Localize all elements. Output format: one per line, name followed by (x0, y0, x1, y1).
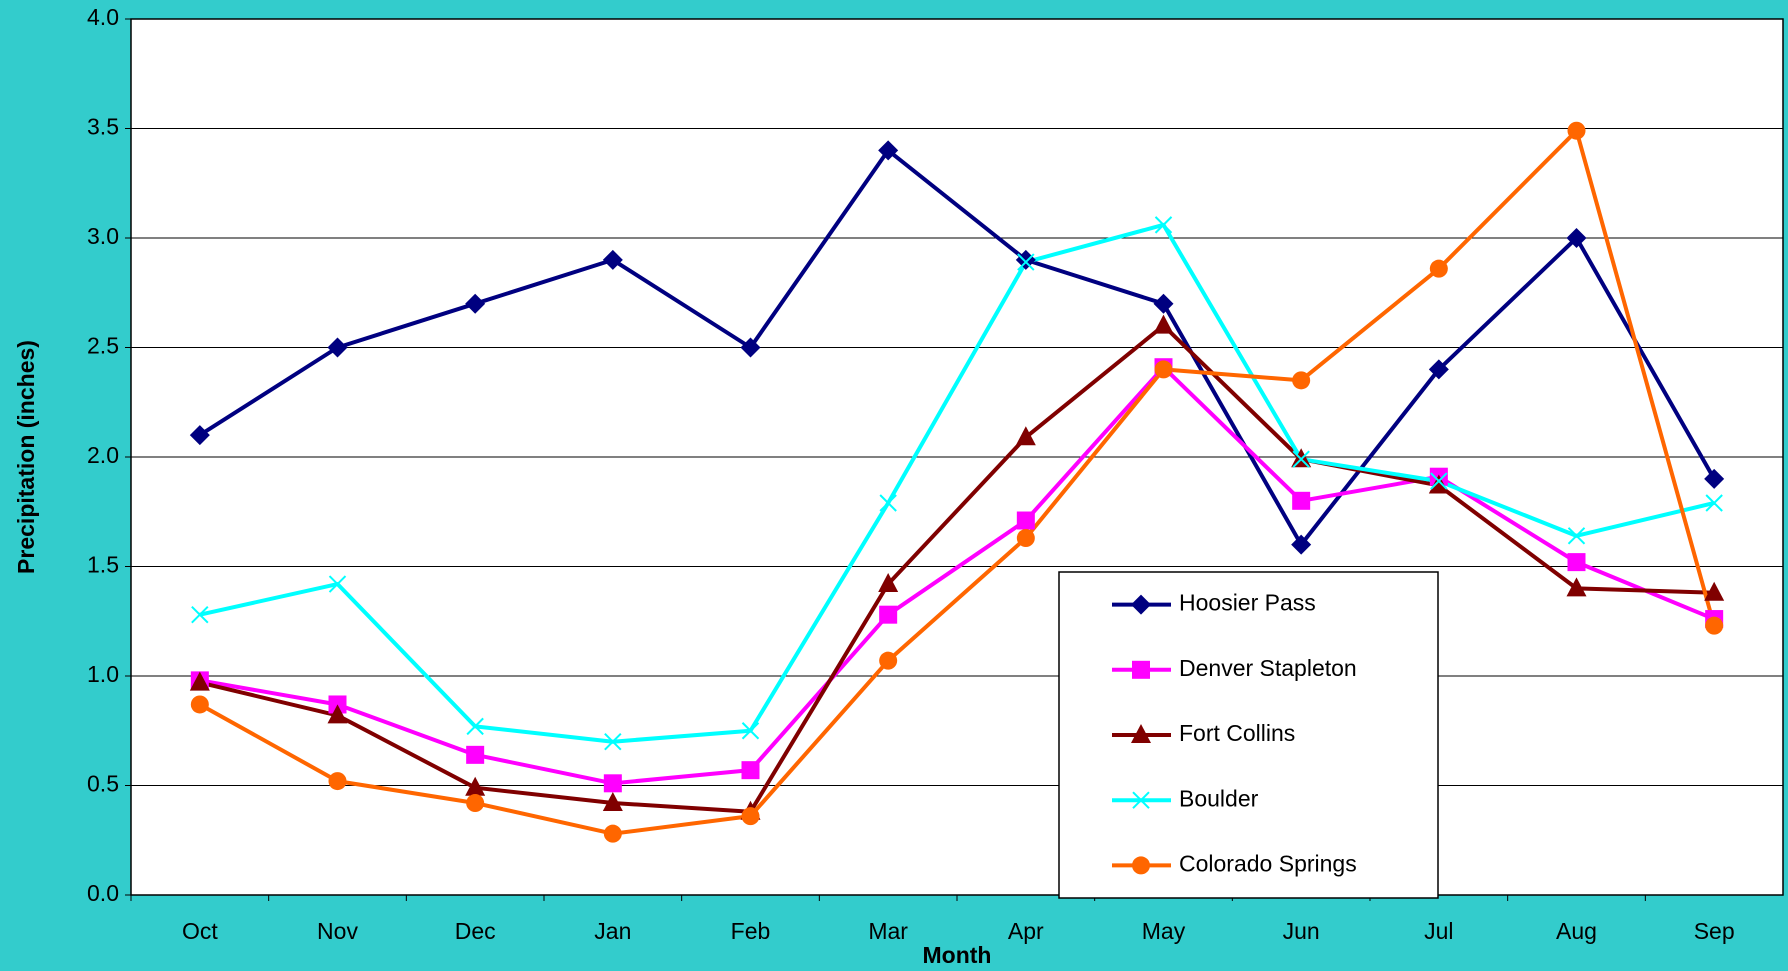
x-tick-label: Jul (1424, 918, 1453, 944)
y-tick-label: 0.5 (87, 771, 119, 797)
data-point (1567, 553, 1586, 572)
legend-label: Colorado Springs (1179, 850, 1357, 876)
data-point (1015, 249, 1036, 270)
data-point (1566, 228, 1587, 248)
data-point (1291, 534, 1312, 555)
x-tick-label: Nov (317, 918, 358, 944)
data-point (878, 140, 899, 161)
data-point (1429, 259, 1448, 278)
data-point (466, 717, 484, 736)
data-point (327, 704, 348, 724)
data-point (190, 695, 209, 714)
data-point (603, 824, 622, 843)
legend-marker (1132, 660, 1150, 679)
series-line (198, 148, 1716, 547)
legend-label: Hoosier Pass (1179, 590, 1316, 616)
x-tick-label: Mar (868, 918, 908, 944)
data-point (741, 722, 760, 740)
y-tick-label: 3.0 (87, 223, 119, 249)
data-point (465, 776, 486, 796)
y-tick-label: 1.0 (87, 661, 119, 687)
data-point (602, 792, 623, 812)
data-point (1291, 448, 1312, 468)
data-point (741, 807, 760, 826)
data-point (1705, 616, 1724, 635)
data-point (328, 575, 347, 593)
data-point (1153, 293, 1174, 314)
data-point (1428, 359, 1449, 380)
series-line (199, 222, 1715, 744)
legend-marker (1131, 724, 1151, 743)
data-point (603, 774, 622, 793)
data-point (327, 337, 348, 358)
data-point (1567, 121, 1586, 140)
x-tick-label: Oct (182, 918, 218, 944)
data-point (1704, 468, 1725, 489)
y-axis-title: Precipitation (inches) (13, 340, 39, 574)
x-tick-label: Sep (1694, 918, 1735, 944)
data-point (465, 293, 486, 314)
data-point (189, 671, 210, 691)
data-point (1704, 581, 1725, 601)
legend-label: Denver Stapleton (1179, 655, 1357, 681)
data-point (1292, 491, 1311, 510)
data-point (1292, 371, 1311, 390)
data-point (879, 651, 898, 670)
series-line (199, 323, 1715, 814)
data-point (191, 605, 209, 624)
legend-marker (1131, 594, 1151, 615)
data-point (879, 605, 898, 624)
x-tick-label: Apr (1008, 918, 1044, 944)
data-point (1016, 529, 1035, 548)
data-point (741, 761, 760, 780)
data-point (1428, 474, 1449, 494)
legend-label: Fort Collins (1179, 720, 1295, 746)
y-tick-label: 0.0 (87, 880, 119, 906)
data-point (1017, 253, 1035, 271)
series-line (198, 128, 1717, 836)
x-tick-label: May (1142, 918, 1186, 944)
data-point (466, 745, 485, 764)
data-point (189, 425, 210, 446)
data-point (879, 494, 897, 512)
x-tick-label: Jun (1283, 918, 1320, 944)
data-point (1567, 527, 1586, 545)
data-point (1016, 511, 1035, 530)
x-tick-label: Aug (1556, 918, 1597, 944)
data-point (740, 337, 761, 358)
data-point (1705, 494, 1723, 512)
x-tick-label: Jan (594, 918, 631, 944)
legend-label: Boulder (1179, 785, 1259, 811)
y-tick-label: 2.0 (87, 442, 119, 468)
x-tick-label: Feb (731, 918, 771, 944)
data-point (1153, 314, 1174, 334)
data-point (604, 732, 622, 751)
y-tick-label: 4.0 (87, 4, 119, 30)
data-point (602, 249, 623, 270)
legend-marker (1132, 791, 1150, 809)
y-tick-label: 3.5 (87, 114, 119, 140)
data-point (466, 794, 485, 813)
data-point (1015, 426, 1036, 446)
data-point (878, 573, 899, 593)
x-tick-label: Dec (455, 918, 496, 944)
data-point (1430, 472, 1448, 490)
data-point (1154, 216, 1173, 234)
data-point (1154, 360, 1173, 379)
data-point (1292, 450, 1310, 468)
legend-marker (1132, 856, 1150, 875)
data-point (1566, 577, 1587, 597)
data-point (328, 772, 347, 791)
y-tick-label: 1.5 (87, 552, 119, 578)
y-tick-label: 2.5 (87, 333, 119, 359)
x-axis-title: Month (923, 942, 992, 968)
